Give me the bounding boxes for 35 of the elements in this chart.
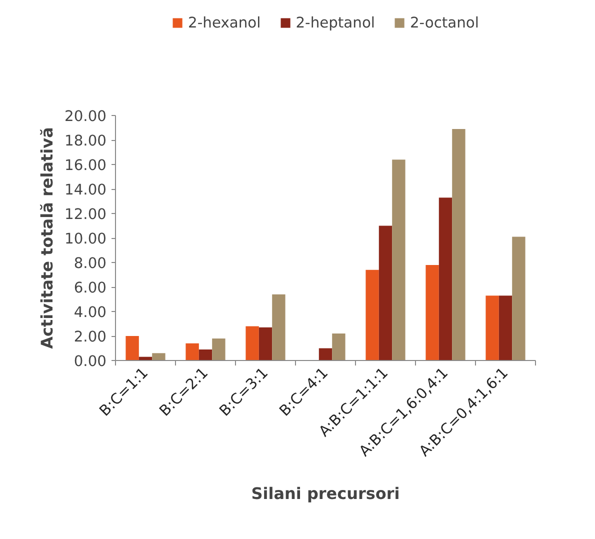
bar xyxy=(212,338,226,360)
bar xyxy=(366,270,379,360)
legend-label: 2-heptanol xyxy=(296,14,375,31)
legend-label: 2-hexanol xyxy=(188,14,261,31)
y-tick-label: 6.00 xyxy=(74,280,107,296)
y-tick-label: 4.00 xyxy=(74,304,107,321)
bar xyxy=(246,326,259,360)
bar xyxy=(186,343,199,360)
bar xyxy=(438,198,452,360)
y-tick-label: 14.00 xyxy=(64,182,107,198)
bar xyxy=(318,348,332,360)
y-tick-label: 8.00 xyxy=(74,255,107,272)
bar xyxy=(498,296,512,360)
y-axis-title: Activitate totală relativă xyxy=(38,127,57,349)
y-tick-label: 16.00 xyxy=(64,157,107,174)
y-tick-label: 12.00 xyxy=(64,206,107,223)
x-axis-title: Silani precursori xyxy=(251,484,400,503)
legend-label: 2-octanol xyxy=(410,14,479,31)
bar xyxy=(258,327,272,360)
bar xyxy=(272,294,286,360)
y-tick-label: 0.00 xyxy=(74,353,107,370)
y-tick-label: 18.00 xyxy=(64,132,107,150)
bar xyxy=(426,264,439,360)
bar xyxy=(392,160,406,360)
y-tick-label: 2.00 xyxy=(74,328,107,346)
bar xyxy=(486,296,499,360)
bar xyxy=(452,128,466,360)
bar xyxy=(198,349,212,360)
bar xyxy=(378,226,392,360)
bar xyxy=(126,336,139,360)
bar xyxy=(152,353,166,360)
y-tick-label: 10.00 xyxy=(64,230,107,248)
bar xyxy=(332,334,346,360)
bar xyxy=(512,236,526,360)
y-tick-label: 20.00 xyxy=(64,108,107,125)
